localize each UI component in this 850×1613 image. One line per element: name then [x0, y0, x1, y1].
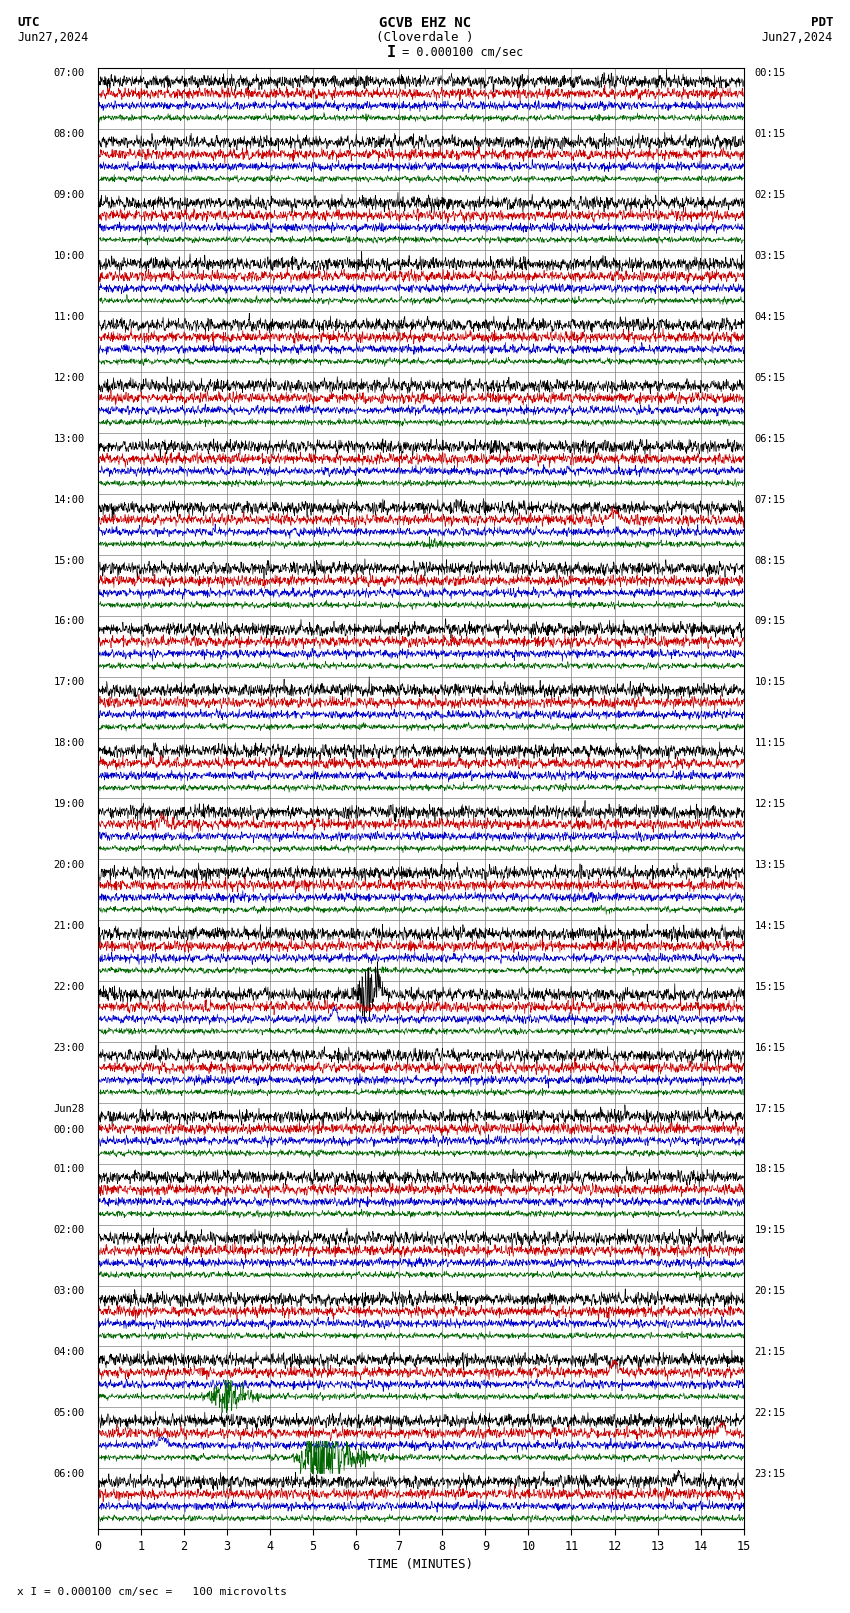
- Text: 12:00: 12:00: [54, 373, 85, 382]
- X-axis label: TIME (MINUTES): TIME (MINUTES): [368, 1558, 473, 1571]
- Text: 16:00: 16:00: [54, 616, 85, 626]
- Text: 04:00: 04:00: [54, 1347, 85, 1357]
- Text: 08:00: 08:00: [54, 129, 85, 139]
- Text: Jun27,2024: Jun27,2024: [762, 31, 833, 44]
- Text: 15:15: 15:15: [755, 982, 785, 992]
- Text: 14:00: 14:00: [54, 495, 85, 505]
- Text: 15:00: 15:00: [54, 555, 85, 566]
- Text: 08:15: 08:15: [755, 555, 785, 566]
- Text: 20:15: 20:15: [755, 1286, 785, 1297]
- Text: I: I: [387, 45, 396, 60]
- Text: 11:15: 11:15: [755, 739, 785, 748]
- Text: 11:00: 11:00: [54, 311, 85, 323]
- Text: 10:15: 10:15: [755, 677, 785, 687]
- Text: x I = 0.000100 cm/sec =   100 microvolts: x I = 0.000100 cm/sec = 100 microvolts: [17, 1587, 287, 1597]
- Text: 03:15: 03:15: [755, 252, 785, 261]
- Text: PDT: PDT: [811, 16, 833, 29]
- Text: 18:00: 18:00: [54, 739, 85, 748]
- Text: 00:15: 00:15: [755, 68, 785, 79]
- Text: UTC: UTC: [17, 16, 39, 29]
- Text: 21:00: 21:00: [54, 921, 85, 931]
- Text: 17:15: 17:15: [755, 1103, 785, 1113]
- Text: 18:15: 18:15: [755, 1165, 785, 1174]
- Text: 21:15: 21:15: [755, 1347, 785, 1357]
- Text: 22:15: 22:15: [755, 1408, 785, 1418]
- Text: 23:15: 23:15: [755, 1469, 785, 1479]
- Text: 10:00: 10:00: [54, 252, 85, 261]
- Text: 04:15: 04:15: [755, 311, 785, 323]
- Text: 16:15: 16:15: [755, 1042, 785, 1053]
- Text: 06:00: 06:00: [54, 1469, 85, 1479]
- Text: 13:00: 13:00: [54, 434, 85, 444]
- Text: 07:00: 07:00: [54, 68, 85, 79]
- Text: 14:15: 14:15: [755, 921, 785, 931]
- Text: 05:15: 05:15: [755, 373, 785, 382]
- Text: 09:15: 09:15: [755, 616, 785, 626]
- Text: 17:00: 17:00: [54, 677, 85, 687]
- Text: 01:00: 01:00: [54, 1165, 85, 1174]
- Text: 02:15: 02:15: [755, 190, 785, 200]
- Text: 01:15: 01:15: [755, 129, 785, 139]
- Text: GCVB EHZ NC: GCVB EHZ NC: [379, 16, 471, 31]
- Text: (Cloverdale ): (Cloverdale ): [377, 31, 473, 44]
- Text: 03:00: 03:00: [54, 1286, 85, 1297]
- Text: 22:00: 22:00: [54, 982, 85, 992]
- Text: 19:00: 19:00: [54, 798, 85, 810]
- Text: 07:15: 07:15: [755, 495, 785, 505]
- Text: 12:15: 12:15: [755, 798, 785, 810]
- Text: 13:15: 13:15: [755, 860, 785, 869]
- Text: Jun28: Jun28: [54, 1103, 85, 1113]
- Text: 02:00: 02:00: [54, 1226, 85, 1236]
- Text: = 0.000100 cm/sec: = 0.000100 cm/sec: [395, 45, 524, 58]
- Text: 06:15: 06:15: [755, 434, 785, 444]
- Text: 19:15: 19:15: [755, 1226, 785, 1236]
- Text: 23:00: 23:00: [54, 1042, 85, 1053]
- Text: Jun27,2024: Jun27,2024: [17, 31, 88, 44]
- Text: 09:00: 09:00: [54, 190, 85, 200]
- Text: 00:00: 00:00: [54, 1124, 85, 1136]
- Text: 05:00: 05:00: [54, 1408, 85, 1418]
- Text: 20:00: 20:00: [54, 860, 85, 869]
